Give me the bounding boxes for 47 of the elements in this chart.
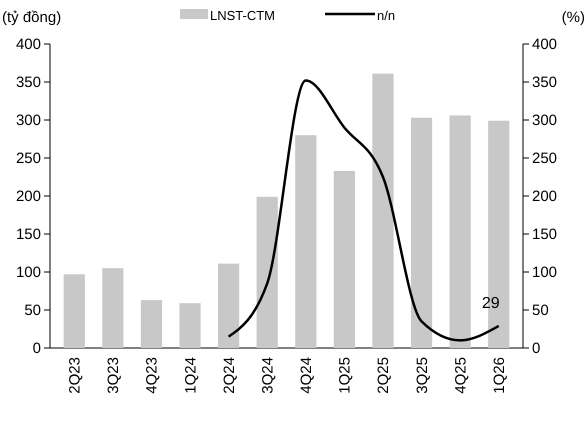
- bar: [410, 118, 432, 348]
- bar: [334, 170, 355, 348]
- bar: [140, 300, 162, 348]
- x-tick-label: 1Q25: [336, 357, 354, 394]
- y2-tick-label: 300: [532, 112, 558, 129]
- bar: [450, 115, 471, 348]
- y2-tick-label: 150: [532, 226, 558, 243]
- x-tick-label: 2Q25: [375, 357, 392, 394]
- bar: [295, 135, 316, 348]
- x-tick-label: 3Q24: [259, 357, 276, 394]
- bar: [64, 274, 85, 348]
- x-tick-label: 3Q25: [414, 357, 431, 394]
- data-label: 29: [482, 294, 500, 312]
- line-series: [227, 79, 500, 342]
- y-tick-label: 150: [16, 226, 41, 243]
- x-tick-label: 2Q23: [66, 357, 84, 394]
- y2-tick-label: 50: [532, 302, 549, 319]
- y2-tick-label: 350: [532, 74, 558, 91]
- y2-tick-label: 100: [532, 264, 558, 281]
- y2-tick-label: 0: [532, 340, 540, 357]
- x-tick-label: 1Q26: [490, 357, 508, 394]
- bar: [256, 196, 278, 348]
- bar: [179, 303, 201, 348]
- bar: [372, 74, 394, 348]
- y-tick-label: 400: [16, 36, 41, 53]
- legend-label: LNST-CTM: [210, 8, 275, 23]
- y-tick-label: 0: [32, 340, 41, 357]
- y-tick-label: 200: [16, 188, 41, 205]
- y-tick-label: 250: [16, 150, 41, 167]
- y-tick-label: 100: [16, 264, 41, 281]
- legend-label: n/n: [377, 8, 396, 23]
- y-tick-label: 350: [16, 74, 41, 91]
- y2-tick-label: 400: [532, 36, 558, 53]
- x-tick-label: 3Q23: [105, 357, 122, 394]
- bar: [218, 264, 240, 348]
- y2-tick-label: 200: [532, 188, 558, 205]
- x-tick-label: 4Q23: [144, 357, 161, 394]
- y2-tick-label: 250: [532, 150, 558, 167]
- x-tick-label: 2Q24: [220, 357, 238, 394]
- y2-axis-title: (%): [562, 9, 586, 26]
- bar: [102, 268, 124, 348]
- x-tick-label: 4Q25: [452, 357, 470, 394]
- y-axis-title: (tỷ đồng): [2, 9, 62, 26]
- x-tick-label: 4Q24: [298, 357, 316, 394]
- y-tick-label: 300: [16, 112, 41, 129]
- x-tick-label: 1Q24: [182, 357, 200, 394]
- y-tick-label: 50: [24, 302, 41, 319]
